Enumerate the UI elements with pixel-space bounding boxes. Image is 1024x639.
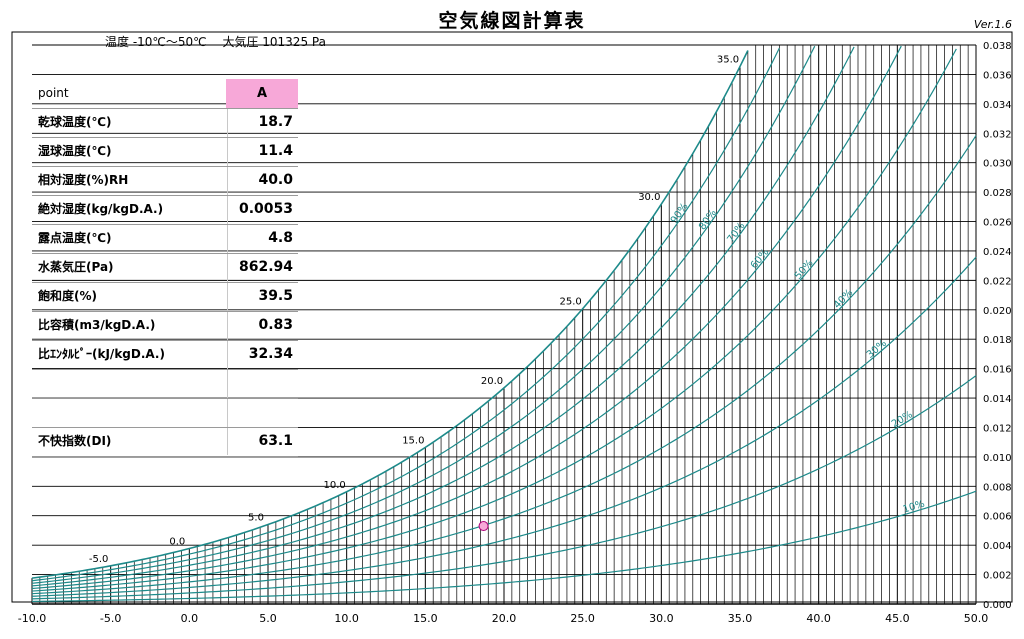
y-tick-label: 0.026 bbox=[983, 218, 1012, 229]
point-name-cell[interactable]: A bbox=[226, 79, 298, 108]
rh-curve-label: 40% bbox=[832, 287, 855, 311]
x-tick-label: 35.0 bbox=[728, 612, 753, 625]
y-tick-label: 0.018 bbox=[983, 335, 1012, 346]
x-tick-label: 45.0 bbox=[885, 612, 910, 625]
saturation-temp-label: 0.0 bbox=[169, 537, 185, 548]
row-label: 不快指数(DI) bbox=[38, 434, 112, 448]
row-label: 相対湿度(%)RH bbox=[38, 173, 129, 187]
table-row: 湿球温度(℃) 11.4 bbox=[32, 137, 298, 167]
chart-title: 空気線図計算表 bbox=[438, 10, 586, 32]
saturation-temp-label: 5.0 bbox=[248, 513, 264, 524]
rh-curve-label: 20% bbox=[890, 409, 915, 430]
y-tick-label: 0.032 bbox=[983, 129, 1012, 140]
row-value[interactable]: 11.4 bbox=[258, 143, 293, 159]
table-row: 相対湿度(%)RH 40.0 bbox=[32, 166, 298, 196]
rh-curve-label: 30% bbox=[865, 338, 889, 361]
version-label: Ver.1.6 bbox=[973, 18, 1012, 31]
rh-curve bbox=[31, 50, 749, 579]
y-tick-label: 0.000 bbox=[983, 600, 1012, 611]
saturation-temp-label: 25.0 bbox=[560, 297, 582, 308]
table-row: 不快指数(DI) 63.1 bbox=[32, 427, 298, 457]
row-label: 水蒸気圧(Pa) bbox=[38, 260, 114, 274]
y-tick-label: 0.036 bbox=[983, 70, 1012, 81]
rh-curve bbox=[31, 256, 977, 597]
table-row bbox=[32, 398, 298, 428]
table-row: 絶対湿度(kg/kgD.A.) 0.0053 bbox=[32, 195, 298, 225]
saturation-temp-label: 30.0 bbox=[638, 192, 660, 203]
rh-curve bbox=[31, 47, 780, 582]
x-tick-label: 50.0 bbox=[964, 612, 989, 625]
rh-curve-label: 50% bbox=[793, 258, 816, 282]
row-label: 比容積(m3/kgD.A.) bbox=[38, 318, 156, 332]
rh-curve bbox=[31, 135, 977, 595]
rh-curve-label: 70% bbox=[725, 221, 747, 245]
row-value[interactable]: 63.1 bbox=[258, 433, 293, 449]
row-label: 絶対湿度(kg/kgD.A.) bbox=[38, 202, 164, 216]
row-label: 乾球温度(℃) bbox=[38, 115, 112, 129]
x-tick-label: 5.0 bbox=[259, 612, 277, 625]
row-label: 飽和度(%) bbox=[38, 289, 97, 303]
state-point-a bbox=[478, 521, 489, 532]
table-row: 乾球温度(℃) 18.7 bbox=[32, 108, 298, 138]
x-tick-label: 30.0 bbox=[649, 612, 674, 625]
y-tick-label: 0.030 bbox=[983, 159, 1012, 170]
y-tick-label: 0.006 bbox=[983, 512, 1012, 523]
row-value[interactable]: 0.0053 bbox=[238, 201, 293, 217]
saturation-temp-label: -5.0 bbox=[89, 554, 109, 565]
row-value[interactable]: 862.94 bbox=[238, 259, 293, 275]
table-row: 飽和度(%) 39.5 bbox=[32, 282, 298, 312]
x-tick-label: 20.0 bbox=[492, 612, 517, 625]
y-tick-label: 0.004 bbox=[983, 541, 1012, 552]
rh-curve bbox=[31, 45, 902, 590]
table-row: 露点温度(℃) 4.8 bbox=[32, 224, 298, 254]
y-tick-label: 0.012 bbox=[983, 423, 1012, 434]
row-value[interactable]: 32.34 bbox=[248, 346, 293, 362]
x-tick-label: -5.0 bbox=[100, 612, 121, 625]
table-row bbox=[32, 369, 298, 399]
rh-curve bbox=[31, 48, 957, 592]
saturation-temp-label: 15.0 bbox=[402, 435, 424, 446]
y-tick-label: 0.016 bbox=[983, 365, 1012, 376]
saturation-temp-label: 20.0 bbox=[481, 376, 503, 387]
rh-curve bbox=[31, 375, 977, 600]
table-row: 比ｴﾝﾀﾙﾋﾟｰ(kJ/kgD.A.) 32.34 bbox=[32, 340, 298, 370]
y-tick-label: 0.010 bbox=[983, 453, 1012, 464]
x-tick-label: -10.0 bbox=[18, 612, 46, 625]
rh-curve bbox=[31, 45, 816, 584]
y-tick-label: 0.024 bbox=[983, 247, 1012, 258]
row-value[interactable]: 40.0 bbox=[258, 172, 293, 188]
row-value[interactable]: 0.83 bbox=[258, 317, 293, 333]
y-tick-label: 0.022 bbox=[983, 276, 1012, 287]
table-header-label: point bbox=[38, 86, 69, 100]
y-tick-label: 0.014 bbox=[983, 394, 1012, 405]
rh-curve-label: 90% bbox=[669, 201, 691, 226]
row-value[interactable]: 4.8 bbox=[268, 230, 293, 246]
y-tick-label: 0.002 bbox=[983, 571, 1012, 582]
chart-subtitle: 温度 -10℃～50℃ 大気圧 101325 Pa bbox=[105, 35, 326, 49]
x-tick-label: 10.0 bbox=[334, 612, 359, 625]
row-value[interactable]: 18.7 bbox=[258, 114, 293, 130]
rh-curve bbox=[31, 490, 977, 603]
y-tick-label: 0.028 bbox=[983, 188, 1012, 199]
table-row: 水蒸気圧(Pa) 862.94 bbox=[32, 253, 298, 283]
row-value[interactable]: 39.5 bbox=[258, 288, 293, 304]
table-row: 比容積(m3/kgD.A.) 0.83 bbox=[32, 311, 298, 341]
table-header-row: point A bbox=[32, 79, 298, 109]
y-tick-label: 0.020 bbox=[983, 306, 1012, 317]
row-label: 比ｴﾝﾀﾙﾋﾟｰ(kJ/kgD.A.) bbox=[38, 347, 165, 361]
y-tick-label: 0.034 bbox=[983, 100, 1012, 111]
x-tick-label: 25.0 bbox=[570, 612, 595, 625]
y-tick-label: 0.008 bbox=[983, 482, 1012, 493]
rh-curve bbox=[31, 46, 855, 587]
table-column-divider bbox=[227, 79, 228, 455]
saturation-temp-label: 10.0 bbox=[324, 480, 346, 491]
x-tick-label: 0.0 bbox=[181, 612, 199, 625]
saturation-temp-label: 35.0 bbox=[717, 54, 739, 65]
row-label: 湿球温度(℃) bbox=[38, 144, 112, 158]
y-tick-label: 0.038 bbox=[983, 41, 1012, 52]
x-tick-label: 15.0 bbox=[413, 612, 438, 625]
row-label: 露点温度(℃) bbox=[38, 231, 112, 245]
x-tick-label: 40.0 bbox=[806, 612, 831, 625]
